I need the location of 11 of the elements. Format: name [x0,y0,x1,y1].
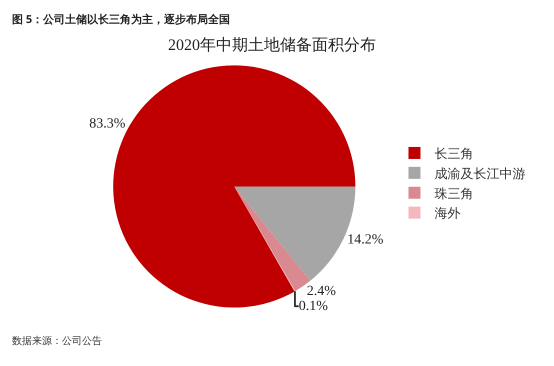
data-label: 0.1% [298,298,328,314]
chart-title: 图 5：公司土储以长三角为主，逐步布局全国 [12,12,230,27]
legend-label: 海外 [434,206,460,221]
chart-subtitle: 2020年中期土地储备面积分布 [168,36,376,54]
source-note: 数据来源：公司公告 [12,333,102,347]
legend-label: 成渝及长江中游 [434,166,526,181]
data-label: 2.4% [306,284,336,299]
data-label: 83.3% [89,116,126,132]
legend-label: 长三角 [434,146,474,162]
legend-label: 珠三角 [434,186,474,201]
data-label: 14.2% [347,232,384,248]
